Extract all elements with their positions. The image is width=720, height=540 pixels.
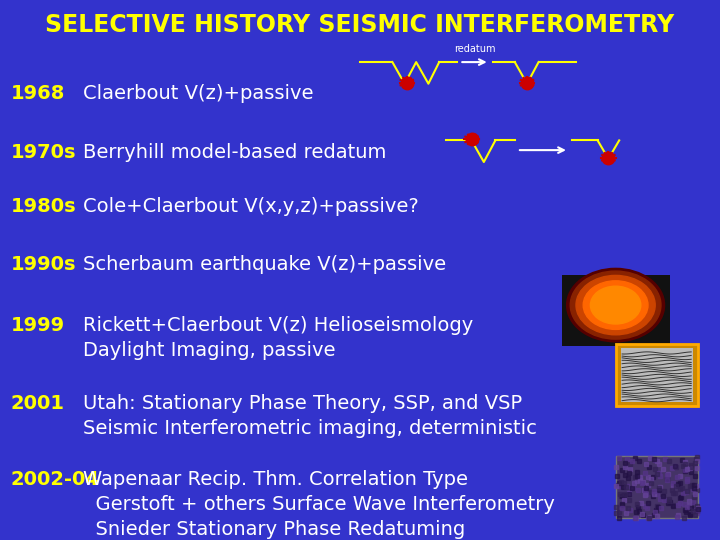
Text: 1990s: 1990s xyxy=(11,255,76,274)
Text: Rickett+Claerbout V(z) Helioseismology
Daylight Imaging, passive: Rickett+Claerbout V(z) Helioseismology D… xyxy=(83,316,473,360)
Bar xyxy=(616,344,698,406)
Circle shape xyxy=(583,281,648,329)
Text: SELECTIVE HISTORY SEISMIC INTERFEROMETRY: SELECTIVE HISTORY SEISMIC INTERFEROMETRY xyxy=(45,14,675,37)
Circle shape xyxy=(567,268,665,342)
Bar xyxy=(616,456,698,518)
Circle shape xyxy=(576,275,655,335)
Text: Scherbaum earthquake V(z)+passive: Scherbaum earthquake V(z)+passive xyxy=(83,255,446,274)
Text: 1980s: 1980s xyxy=(11,197,76,215)
Text: 1999: 1999 xyxy=(11,316,65,335)
Text: redatum: redatum xyxy=(454,44,495,54)
Text: 1970s: 1970s xyxy=(11,143,76,162)
Bar xyxy=(621,348,693,402)
Text: 2001: 2001 xyxy=(11,394,65,413)
Text: Utah: Stationary Phase Theory, SSP, and VSP
Seismic Interferometric imaging, det: Utah: Stationary Phase Theory, SSP, and … xyxy=(83,394,536,438)
Text: 2002-04: 2002-04 xyxy=(11,470,100,489)
Circle shape xyxy=(570,271,661,339)
Text: Wapenaar Recip. Thm. Correlation Type
  Gerstoft + others Surface Wave Interfero: Wapenaar Recip. Thm. Correlation Type Ge… xyxy=(83,470,554,540)
Bar xyxy=(562,275,670,346)
Text: Claerbout V(z)+passive: Claerbout V(z)+passive xyxy=(83,84,313,103)
Text: 1968: 1968 xyxy=(11,84,66,103)
Text: Berryhill model-based redatum: Berryhill model-based redatum xyxy=(83,143,386,162)
Text: Cole+Claerbout V(x,y,z)+passive?: Cole+Claerbout V(x,y,z)+passive? xyxy=(83,197,418,215)
Circle shape xyxy=(590,286,641,324)
